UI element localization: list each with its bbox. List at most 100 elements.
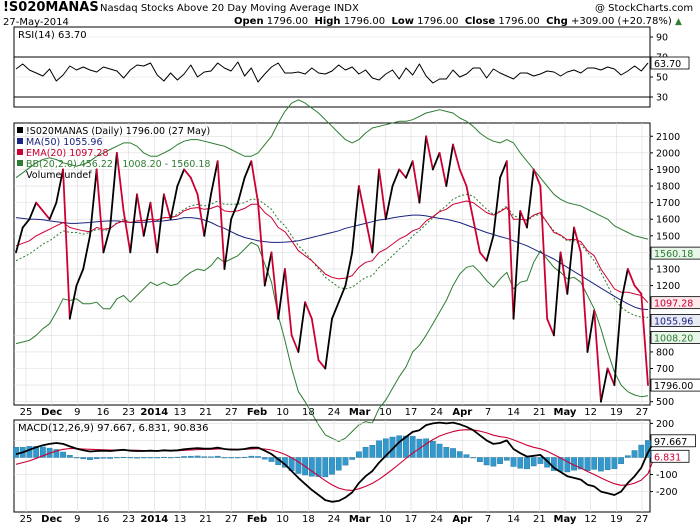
macd-histogram-bar	[537, 457, 544, 464]
price-segment	[600, 367, 609, 403]
macd-x-tick-label: 18	[302, 514, 315, 525]
macd-histogram-bar	[631, 450, 638, 458]
macd-histogram-bar	[349, 457, 356, 460]
macd-x-tick-label: 16	[97, 514, 110, 525]
price-segment	[445, 143, 454, 187]
price-segment	[344, 251, 354, 287]
price-x-tick-label: 12	[584, 407, 597, 418]
copyright-text: @ StockCharts.com	[595, 3, 694, 14]
price-segment	[485, 234, 495, 262]
macd-histogram-bar	[255, 456, 261, 458]
macd-histogram-bar	[577, 457, 584, 470]
price-segment	[418, 135, 428, 204]
macd-histogram-bar	[369, 445, 376, 458]
price-x-tick-label: 14	[507, 407, 520, 418]
price-x-tick-label: Dec	[41, 407, 62, 418]
price-segment	[364, 218, 374, 254]
price-legend-item: MA(50) 1055.96	[26, 137, 103, 148]
price-y-tick-label: 1800	[656, 182, 680, 193]
price-segment	[136, 193, 145, 237]
macd-x-tick-label: 10	[379, 514, 392, 525]
price-x-tick-label: 16	[97, 407, 110, 418]
price-segment	[337, 284, 347, 304]
ema-last-value-box	[650, 296, 700, 310]
macd-legend: MACD(12,26,9) 97.667, 6.831, 90.836	[18, 423, 208, 434]
rsi-last-value-box	[650, 56, 690, 70]
price-segment	[169, 185, 179, 221]
price-segment	[284, 268, 293, 337]
price-segment	[378, 168, 387, 221]
price-segment	[505, 160, 515, 320]
price-y-tick-label: 1600	[656, 215, 680, 226]
rsi-panel-frame	[13, 26, 651, 108]
macd-histogram-bar	[382, 438, 389, 458]
macd-histogram-bar	[214, 455, 221, 458]
macd-histogram-bar	[26, 446, 33, 458]
price-segment	[579, 251, 589, 353]
price-segment	[586, 309, 596, 353]
signal-last-value: 6.831	[654, 452, 681, 463]
macd-histogram-bar	[234, 457, 241, 459]
price-segment	[384, 185, 394, 221]
price-legend-item: BB(20,2.0) 456.22 - 1008.20 - 1560.18	[26, 159, 210, 170]
macd-histogram-bar	[228, 457, 235, 459]
macd-histogram-bar	[409, 436, 416, 458]
macd-histogram-bar	[187, 455, 194, 458]
macd-histogram-bar	[604, 457, 611, 470]
rsi-y-tick-label: 30	[656, 93, 668, 104]
macd-line	[15, 421, 656, 503]
macd-histogram-bar	[503, 457, 510, 461]
ema-last-value: 1097.28	[654, 299, 693, 310]
macd-histogram-bar	[524, 457, 530, 470]
price-x-tick-label: 21	[533, 407, 546, 418]
macd-y-tick-label: -100	[656, 470, 678, 481]
macd-last-value-box	[650, 434, 696, 448]
macd-y-tick-label: 200	[656, 419, 674, 430]
price-segment	[465, 185, 475, 221]
macd-histogram-bar	[13, 447, 19, 458]
macd-histogram-bar	[477, 457, 483, 462]
price-segment	[95, 168, 105, 254]
price-segment	[310, 317, 320, 362]
macd-histogram-bar	[335, 457, 342, 471]
price-x-tick-label: 10	[276, 407, 289, 418]
macd-histogram-bar	[161, 456, 167, 458]
price-segment	[277, 268, 286, 320]
rsi-legend: RSI(14) 63.70	[18, 30, 87, 41]
price-segment	[270, 251, 280, 320]
description-text: Nasdaq Stocks Above 20 Day Moving Averag…	[100, 3, 331, 14]
price-x-tick-label: 19	[610, 407, 623, 418]
price-segment	[263, 251, 273, 287]
macd-histogram-bar	[241, 456, 248, 458]
price-segment	[620, 268, 629, 304]
macd-histogram-bar	[530, 457, 537, 467]
macd-histogram-bar	[591, 457, 598, 470]
price-x-tick-label: 24	[328, 407, 341, 418]
macd-histogram-bar	[517, 457, 524, 469]
macd-x-tick-label: Mar	[349, 514, 371, 525]
macd-histogram-bar	[100, 457, 107, 459]
price-segment	[156, 193, 165, 254]
close-value: 1796.00	[498, 16, 540, 27]
macd-x-tick-label: 17	[405, 514, 418, 525]
low-value: 1796.00	[417, 16, 459, 27]
price-segment	[371, 168, 380, 254]
macd-x-tick-label: 7	[485, 514, 491, 525]
price-segment	[626, 268, 636, 287]
price-x-tick-label: 10	[379, 407, 392, 418]
price-x-tick-label: 27	[636, 407, 649, 418]
price-segment	[566, 226, 575, 295]
macd-histogram-bar	[66, 455, 73, 458]
price-x-tick-label: 2014	[140, 407, 168, 418]
price-segment	[115, 151, 125, 212]
price-segment	[257, 201, 266, 287]
price-segment	[122, 210, 132, 254]
macd-histogram-bar	[127, 457, 134, 459]
price-segment	[526, 168, 535, 229]
macd-x-tick-label: 13	[174, 514, 187, 525]
price-segment	[203, 193, 212, 237]
price-y-tick-label: 500	[656, 397, 674, 408]
price-x-tick-label: Apr	[452, 407, 472, 418]
price-segment	[519, 210, 528, 229]
